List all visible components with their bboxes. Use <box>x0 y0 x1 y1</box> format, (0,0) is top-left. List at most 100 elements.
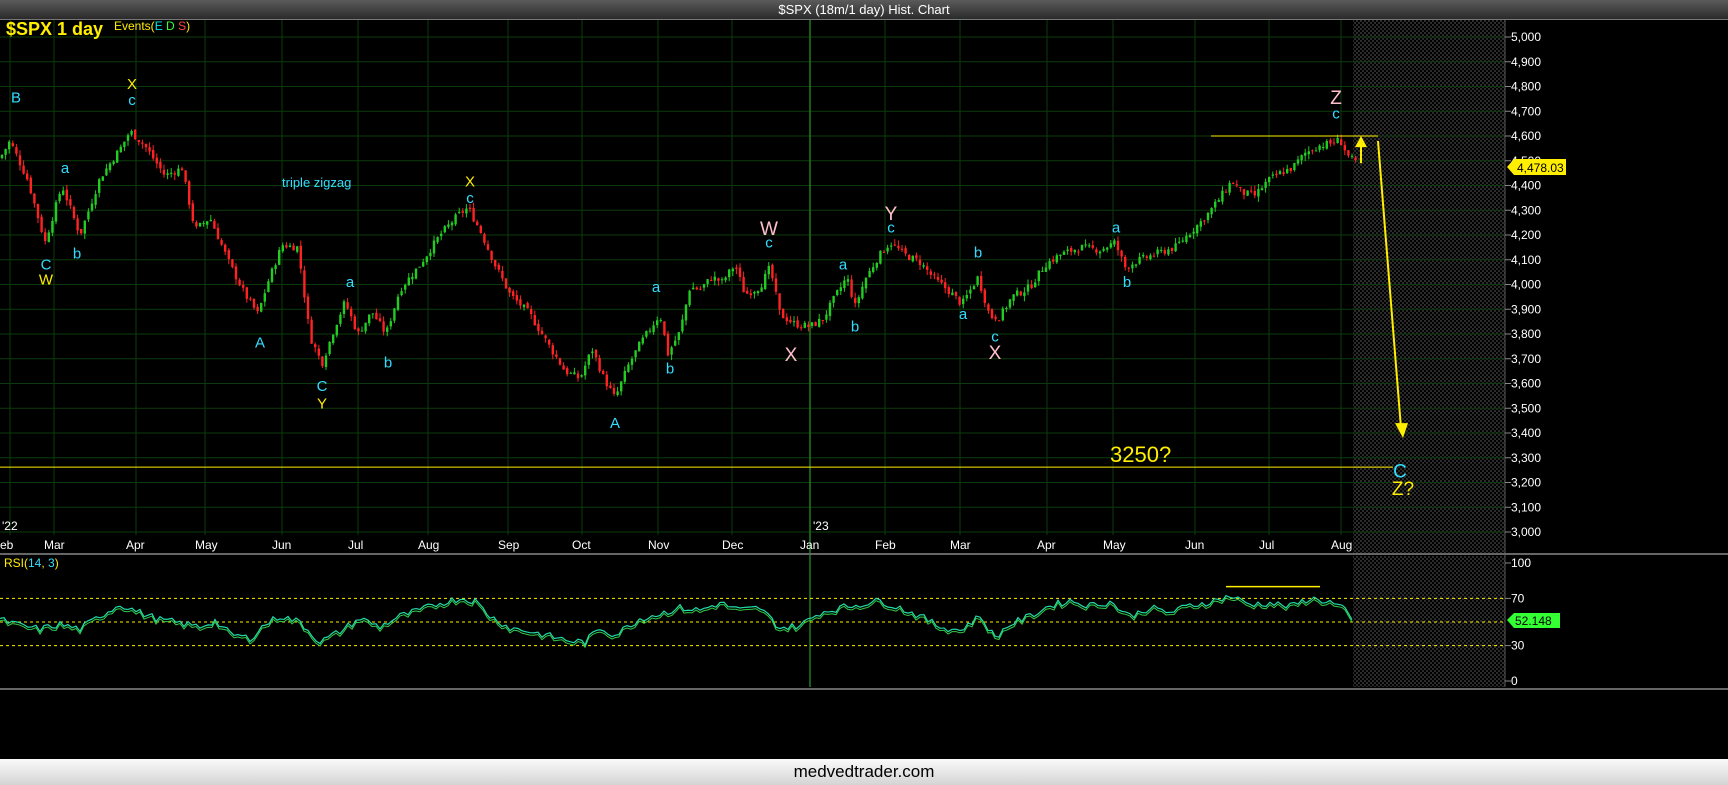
month-label: Jan <box>800 538 819 552</box>
rsi-pane: 100 70 30 0 <box>0 556 1531 688</box>
wave-label: C <box>317 378 328 395</box>
candle-body <box>472 208 475 222</box>
candle-body <box>1199 221 1202 227</box>
candle-body <box>998 320 1001 322</box>
candle-body <box>414 268 418 279</box>
year-label: '22 <box>2 519 18 533</box>
candle-body <box>1239 187 1242 189</box>
candle-body <box>548 339 551 345</box>
candle-body <box>148 147 151 152</box>
candle-body <box>911 255 914 262</box>
events-e: E <box>155 19 163 33</box>
candle-body <box>501 270 504 279</box>
candle-body <box>1217 200 1220 202</box>
wave-label: X <box>785 345 798 366</box>
candle-body <box>555 354 558 357</box>
candle-body <box>803 322 806 328</box>
price-chart[interactable]: 5,0004,9004,8004,7004,6004,5004,4004,300… <box>0 0 1728 759</box>
candle-body <box>854 297 857 304</box>
candle-body <box>1134 264 1138 266</box>
candle-body <box>112 161 115 164</box>
candle-body <box>389 321 392 327</box>
candle-body <box>47 232 50 242</box>
candle-body <box>612 388 616 394</box>
up-arrow-head <box>1355 136 1367 148</box>
candle-body <box>1160 249 1163 251</box>
candle-body <box>65 189 68 201</box>
candle-body <box>224 244 227 252</box>
time-axis: eb Mar Apr May Jun Jul Aug Sep Oct Nov Dec Jan Feb Ma… <box>0 519 1352 552</box>
candle-body <box>753 292 756 294</box>
candle-body <box>879 250 882 264</box>
candle-body <box>1354 157 1357 160</box>
wave-label: b <box>384 354 392 371</box>
candle-body <box>1091 245 1094 248</box>
rsi-value-tag-bg <box>1507 613 1560 628</box>
candle-body <box>292 245 295 251</box>
candle-body <box>717 278 720 281</box>
candle-body <box>537 323 540 331</box>
candle-body <box>62 190 65 195</box>
candle-body <box>234 266 238 280</box>
candle-body <box>1318 145 1321 150</box>
events-legend[interactable]: Events(E D S) <box>114 19 190 33</box>
candle-body <box>1332 142 1336 144</box>
candle-body <box>346 302 349 309</box>
month-label: May <box>1103 538 1126 552</box>
wave-label: Z <box>1330 88 1342 109</box>
candle-body <box>1311 150 1314 152</box>
candle-body <box>1098 251 1102 254</box>
candle-body <box>558 358 562 365</box>
candle-body <box>321 356 324 367</box>
candle-body <box>1124 256 1127 268</box>
candle-body <box>51 221 54 233</box>
candle-body <box>825 314 828 320</box>
candle-body <box>900 248 904 250</box>
candle-body <box>98 179 101 193</box>
price-tick-label: 3,000 <box>1511 525 1541 539</box>
candle-body <box>1019 291 1022 296</box>
candle-body <box>962 298 965 305</box>
candle-body <box>1037 270 1040 282</box>
candle-body <box>1224 191 1228 193</box>
candle-body <box>0 154 4 159</box>
candle-body <box>1041 270 1044 272</box>
candle-body <box>1350 155 1354 157</box>
candle-body <box>990 309 994 319</box>
candle-body <box>166 173 169 175</box>
events-prefix: Events( <box>114 19 155 33</box>
candle-body <box>908 254 911 261</box>
footer-brand[interactable]: medvedtrader.com <box>0 759 1728 785</box>
candle-body <box>731 268 734 272</box>
candle-body <box>954 291 958 296</box>
candle-body <box>821 319 824 321</box>
price-tick-label: 5,000 <box>1511 30 1541 44</box>
candle-body <box>540 330 544 335</box>
price-tick-label: 3,900 <box>1511 302 1541 316</box>
candle-body <box>418 266 421 268</box>
candle-body <box>504 278 508 289</box>
candle-body <box>1070 247 1073 252</box>
candle-body <box>1242 189 1246 196</box>
candle-body <box>778 293 781 310</box>
candle-body <box>573 372 576 375</box>
candle-body <box>1347 150 1350 156</box>
wave-label: Z? <box>1392 479 1414 500</box>
candle-body <box>274 265 277 270</box>
month-label: Mar <box>44 538 65 552</box>
candle-body <box>332 334 335 344</box>
candle-body <box>1106 247 1109 250</box>
candle-body <box>4 148 7 155</box>
candle-body <box>746 290 749 294</box>
wave-label: W <box>39 272 54 289</box>
candle-body <box>339 314 342 324</box>
candle-body <box>846 279 850 282</box>
candle-body <box>238 279 241 286</box>
candle-body <box>861 286 864 299</box>
price-tick-label: 3,600 <box>1511 377 1541 391</box>
candle-body <box>191 203 194 222</box>
candle-body <box>1253 191 1256 196</box>
candle-body <box>180 168 184 171</box>
rsi-label: RSI( <box>4 556 28 570</box>
